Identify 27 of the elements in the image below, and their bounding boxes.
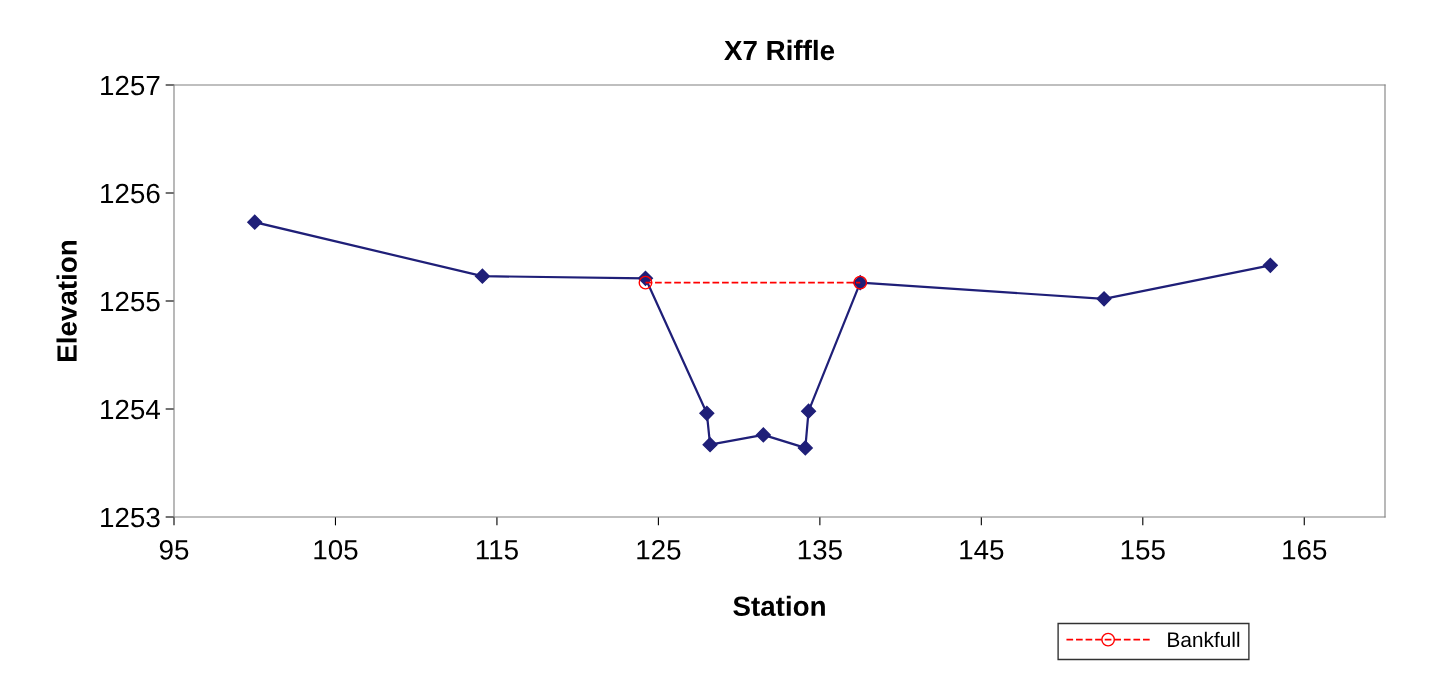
x-axis-title: Station [733, 595, 825, 617]
x-tick-label: 165 [1283, 539, 1327, 560]
point [474, 268, 490, 284]
x-tick-label: 115 [476, 540, 518, 560]
x-tick-label: 145 [960, 540, 1004, 560]
y-tick-label: 1255 [101, 291, 160, 312]
x-tick-label: 155 [1121, 540, 1165, 560]
point [247, 214, 263, 230]
point [1262, 257, 1278, 273]
point [638, 275, 653, 290]
point [699, 405, 715, 421]
x-tick-label: 95 [159, 539, 189, 560]
x-tick-label: 135 [798, 539, 842, 560]
y-tick-label: 1253 [101, 507, 160, 528]
point [797, 440, 813, 456]
point [1096, 291, 1112, 307]
x-tick-label: 125 [637, 539, 681, 560]
legend-label: Bankfull [1168, 631, 1240, 648]
chart-title: X7 Riffle [724, 39, 835, 61]
x-tick-label: 105 [314, 539, 358, 560]
y-tick-label: 1257 [101, 75, 160, 96]
y-tick-label: 1254 [101, 399, 160, 420]
y-axis-title: Elevation [56, 240, 77, 361]
point [755, 427, 771, 443]
point [800, 403, 817, 419]
point [702, 437, 718, 453]
y-tick-label: 1256 [101, 183, 160, 204]
